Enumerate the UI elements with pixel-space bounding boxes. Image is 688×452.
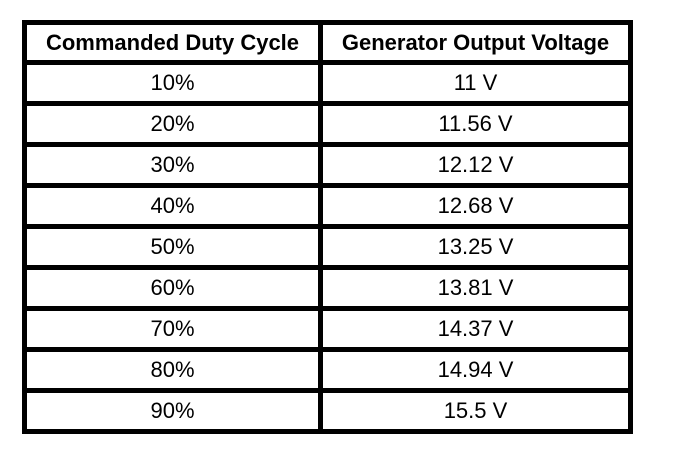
table-row: 60% 13.81 V	[22, 265, 633, 311]
duty-cycle-voltage-table: Commanded Duty Cycle Generator Output Vo…	[22, 20, 633, 434]
duty-cycle-cell: 10%	[22, 60, 323, 106]
header-generator-output-voltage: Generator Output Voltage	[318, 20, 633, 65]
voltage-cell: 15.5 V	[318, 388, 633, 434]
data-table-container: Commanded Duty Cycle Generator Output Vo…	[22, 20, 633, 434]
table-row: 40% 12.68 V	[22, 183, 633, 229]
table-row: 90% 15.5 V	[22, 388, 633, 434]
table-row: 10% 11 V	[22, 60, 633, 106]
header-commanded-duty-cycle: Commanded Duty Cycle	[22, 20, 323, 65]
duty-cycle-cell: 20%	[22, 101, 323, 147]
duty-cycle-cell: 70%	[22, 306, 323, 352]
voltage-cell: 14.37 V	[318, 306, 633, 352]
duty-cycle-cell: 50%	[22, 224, 323, 270]
voltage-cell: 12.68 V	[318, 183, 633, 229]
duty-cycle-cell: 60%	[22, 265, 323, 311]
table-row: 20% 11.56 V	[22, 101, 633, 147]
duty-cycle-cell: 90%	[22, 388, 323, 434]
voltage-cell: 14.94 V	[318, 347, 633, 393]
voltage-cell: 13.81 V	[318, 265, 633, 311]
voltage-cell: 11 V	[318, 60, 633, 106]
voltage-cell: 12.12 V	[318, 142, 633, 188]
table-row: 50% 13.25 V	[22, 224, 633, 270]
table-row: 70% 14.37 V	[22, 306, 633, 352]
table-row: 30% 12.12 V	[22, 142, 633, 188]
voltage-cell: 13.25 V	[318, 224, 633, 270]
duty-cycle-cell: 30%	[22, 142, 323, 188]
duty-cycle-cell: 40%	[22, 183, 323, 229]
table-row: 80% 14.94 V	[22, 347, 633, 393]
duty-cycle-cell: 80%	[22, 347, 323, 393]
header-row: Commanded Duty Cycle Generator Output Vo…	[22, 20, 633, 65]
voltage-cell: 11.56 V	[318, 101, 633, 147]
